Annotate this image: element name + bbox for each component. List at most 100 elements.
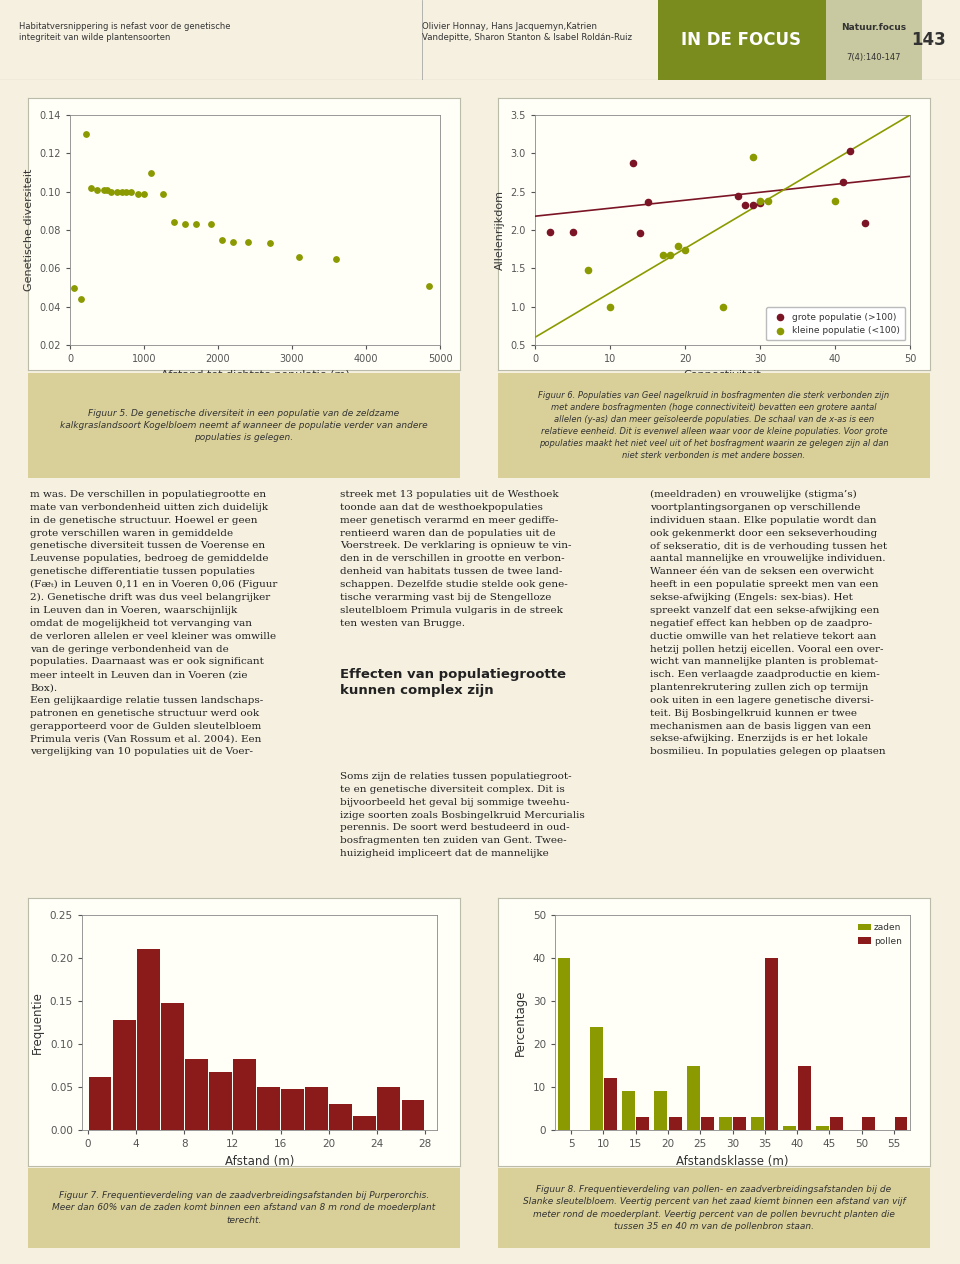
Bar bbox=[622, 1091, 635, 1130]
Text: Soms zijn de relaties tussen populatiegroot-
te en genetische diversiteit comple: Soms zijn de relaties tussen populatiegr… bbox=[340, 772, 585, 858]
Point bbox=[262, 234, 277, 254]
Bar bbox=[798, 1066, 810, 1130]
grote populatie (>100) bbox=[857, 214, 873, 234]
Text: 7(4):140-147: 7(4):140-147 bbox=[847, 53, 900, 62]
Point bbox=[114, 182, 130, 202]
X-axis label: Afstandsklasse (m): Afstandsklasse (m) bbox=[676, 1154, 789, 1168]
Legend: grote populatie (>100), kleine populatie (<100): grote populatie (>100), kleine populatie… bbox=[766, 307, 905, 340]
Text: (meeldraden) en vrouwelijke (stigma’s)
voortplantingsorganen op verschillende
in: (meeldraden) en vrouwelijke (stigma’s) v… bbox=[650, 490, 887, 756]
Y-axis label: Percentage: Percentage bbox=[515, 990, 527, 1055]
Point bbox=[109, 182, 125, 202]
X-axis label: Afstand (m): Afstand (m) bbox=[225, 1154, 294, 1168]
Text: Olivier Honnay, Hans Jacquemyn,Katrien
Vandepitte, Sharon Stanton & Isabel Roldá: Olivier Honnay, Hans Jacquemyn,Katrien V… bbox=[422, 23, 633, 42]
Point bbox=[136, 183, 152, 204]
Bar bbox=[185, 1059, 207, 1130]
Bar bbox=[377, 1087, 400, 1130]
Y-axis label: Genetische diversiteit: Genetische diversiteit bbox=[24, 169, 34, 291]
Point bbox=[177, 214, 192, 234]
Text: Habitatversnippering is nefast voor de genetische
integriteit van wilde plantens: Habitatversnippering is nefast voor de g… bbox=[19, 23, 230, 42]
Bar bbox=[281, 1088, 304, 1130]
Point bbox=[155, 183, 170, 204]
Point bbox=[203, 214, 218, 234]
grote populatie (>100) bbox=[730, 186, 745, 206]
Bar bbox=[655, 1091, 667, 1130]
Text: Effecten van populatiegrootte
kunnen complex zijn: Effecten van populatiegrootte kunnen com… bbox=[340, 667, 566, 696]
grote populatie (>100) bbox=[564, 222, 580, 243]
Point bbox=[123, 182, 138, 202]
grote populatie (>100) bbox=[737, 196, 753, 216]
Legend: zaden, pollen: zaden, pollen bbox=[854, 919, 905, 949]
Bar bbox=[686, 1066, 700, 1130]
Point bbox=[166, 212, 181, 233]
Bar bbox=[895, 1117, 907, 1130]
Bar bbox=[161, 1002, 183, 1130]
grote populatie (>100) bbox=[639, 192, 655, 212]
Point bbox=[104, 182, 119, 202]
kleine populatie (<100) bbox=[655, 245, 670, 265]
Text: 143: 143 bbox=[911, 32, 946, 49]
kleine populatie (<100) bbox=[759, 191, 775, 211]
Point bbox=[89, 179, 105, 200]
Bar bbox=[604, 1078, 617, 1130]
Bar bbox=[589, 1026, 603, 1130]
Bar bbox=[88, 1077, 111, 1130]
Bar bbox=[765, 958, 779, 1130]
Point bbox=[188, 214, 204, 234]
X-axis label: Connectiviteit: Connectiviteit bbox=[684, 369, 761, 379]
Bar bbox=[719, 1117, 732, 1130]
Bar bbox=[353, 1116, 376, 1130]
Bar bbox=[752, 1117, 764, 1130]
Point bbox=[73, 289, 88, 310]
grote populatie (>100) bbox=[625, 153, 640, 173]
Point bbox=[421, 276, 437, 296]
FancyBboxPatch shape bbox=[658, 0, 826, 80]
Bar bbox=[209, 1072, 231, 1130]
Text: m was. De verschillen in populatiegrootte en
mate van verbondenheid uitten zich : m was. De verschillen in populatiegroott… bbox=[30, 490, 277, 756]
Bar bbox=[112, 1020, 135, 1130]
Point bbox=[131, 183, 146, 204]
Text: Figuur 5. De genetische diversiteit in een populatie van de zeldzame
kalkgraslan: Figuur 5. De genetische diversiteit in e… bbox=[60, 408, 428, 442]
Point bbox=[292, 246, 307, 267]
Bar bbox=[636, 1117, 649, 1130]
kleine populatie (<100) bbox=[580, 260, 595, 281]
Bar bbox=[783, 1126, 797, 1130]
kleine populatie (<100) bbox=[828, 191, 843, 211]
Point bbox=[83, 178, 99, 198]
FancyBboxPatch shape bbox=[826, 0, 922, 80]
Bar bbox=[329, 1105, 352, 1130]
X-axis label: Afstand tot dichtste populatie (m): Afstand tot dichtste populatie (m) bbox=[160, 369, 349, 379]
kleine populatie (<100) bbox=[662, 245, 678, 265]
grote populatie (>100) bbox=[835, 172, 851, 192]
Point bbox=[118, 182, 133, 202]
Text: streek met 13 populaties uit de Westhoek
toonde aan dat de westhoekpopulaties
me: streek met 13 populaties uit de Westhoek… bbox=[340, 490, 571, 627]
kleine populatie (<100) bbox=[678, 240, 693, 260]
grote populatie (>100) bbox=[842, 140, 857, 161]
kleine populatie (<100) bbox=[753, 191, 768, 211]
Bar bbox=[862, 1117, 876, 1130]
Bar bbox=[701, 1117, 714, 1130]
Point bbox=[214, 230, 229, 250]
Bar bbox=[816, 1126, 828, 1130]
Text: Figuur 8. Frequentieverdeling van pollen- en zaadverbreidingsafstanden bij de
Sl: Figuur 8. Frequentieverdeling van pollen… bbox=[522, 1184, 905, 1231]
grote populatie (>100) bbox=[753, 193, 768, 214]
kleine populatie (<100) bbox=[745, 147, 760, 167]
Point bbox=[79, 124, 94, 144]
Text: Figuur 6. Populaties van Geel nagelkruid in bosfragmenten die sterk verbonden zi: Figuur 6. Populaties van Geel nagelkruid… bbox=[539, 392, 890, 460]
Bar bbox=[401, 1100, 424, 1130]
Bar bbox=[233, 1059, 256, 1130]
Y-axis label: Allelenrijkdom: Allelenrijkdom bbox=[495, 190, 505, 270]
Point bbox=[328, 249, 344, 269]
Bar bbox=[558, 958, 570, 1130]
Text: Figuur 7. Frequentieverdeling van de zaadverbreidingsafstanden bij Purperorchis.: Figuur 7. Frequentieverdeling van de zaa… bbox=[53, 1191, 436, 1225]
Point bbox=[99, 179, 114, 200]
Text: Natuur.focus: Natuur.focus bbox=[841, 24, 906, 33]
kleine populatie (<100) bbox=[715, 297, 731, 317]
grote populatie (>100) bbox=[542, 222, 558, 243]
Point bbox=[96, 179, 111, 200]
Bar bbox=[733, 1117, 746, 1130]
Bar bbox=[305, 1087, 328, 1130]
kleine populatie (<100) bbox=[670, 236, 685, 257]
Bar bbox=[830, 1117, 843, 1130]
Point bbox=[240, 231, 255, 252]
Point bbox=[66, 277, 82, 297]
